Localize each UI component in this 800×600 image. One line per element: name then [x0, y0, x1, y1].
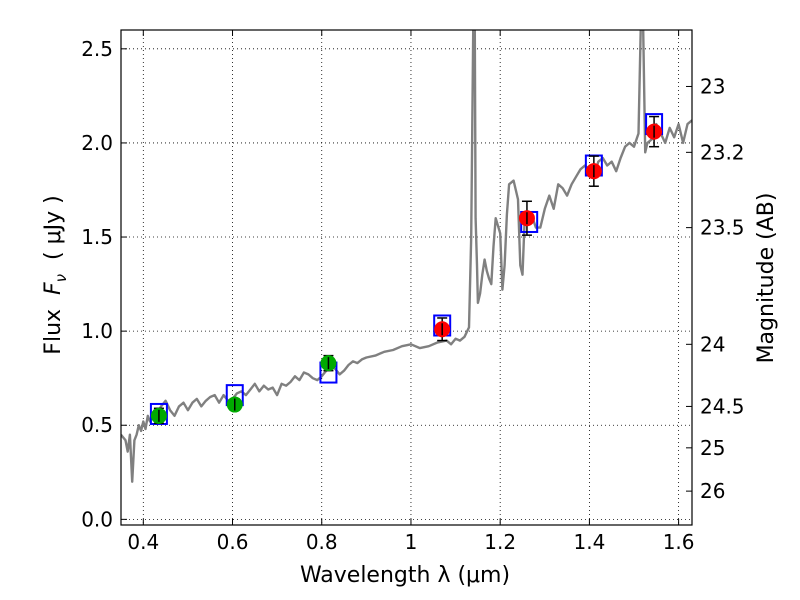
- plot-frame: [120, 29, 693, 526]
- y2-tick-label: 25: [700, 436, 725, 460]
- photometry-points: [150, 123, 663, 424]
- y-tick-label: 1.0: [81, 319, 113, 343]
- x-tick-label: 0.6: [217, 530, 249, 554]
- x-tick-label: 1: [405, 530, 418, 554]
- y-axis-title: Flux Fν ( μJy ): [41, 195, 70, 354]
- x-tick-label: 1.6: [663, 530, 695, 554]
- y2-tick-label: 23: [700, 74, 725, 98]
- tick-labels: 0.4 0.6 0.8 1 1.2 1.4 1.6 0.0 0.5 1.0 1.5 2.0 2.5 23 2…: [81, 37, 744, 554]
- y-tick-label: 2.5: [81, 37, 113, 61]
- grid-lines: [121, 30, 692, 525]
- x-tick-label: 0.4: [127, 530, 159, 554]
- y2-tick-label: 23.5: [700, 216, 745, 240]
- y2-tick-label: 23.2: [700, 140, 745, 164]
- y-tick-label: 1.5: [81, 225, 113, 249]
- y2-tick-label: 24.5: [700, 394, 745, 418]
- y-tick-label: 0.0: [81, 507, 113, 531]
- y2-tick-label: 24: [700, 332, 725, 356]
- y2-tick-label: 26: [700, 479, 725, 503]
- y-tick-label: 2.0: [81, 131, 113, 155]
- x-axis-title: Wavelength λ (μm): [300, 563, 510, 588]
- model-spectrum: [121, 30, 692, 483]
- x-tick-label: 0.8: [306, 530, 338, 554]
- y2-axis-title: Magnitude (AB): [754, 193, 779, 364]
- error-bars: [153, 115, 660, 425]
- axis-ticks: [121, 30, 692, 525]
- spectrum-line: [121, 30, 692, 483]
- x-tick-label: 1.2: [484, 530, 516, 554]
- y-tick-label: 0.5: [81, 413, 113, 437]
- bandpass-model-squares: [149, 113, 664, 425]
- x-tick-label: 1.4: [573, 530, 605, 554]
